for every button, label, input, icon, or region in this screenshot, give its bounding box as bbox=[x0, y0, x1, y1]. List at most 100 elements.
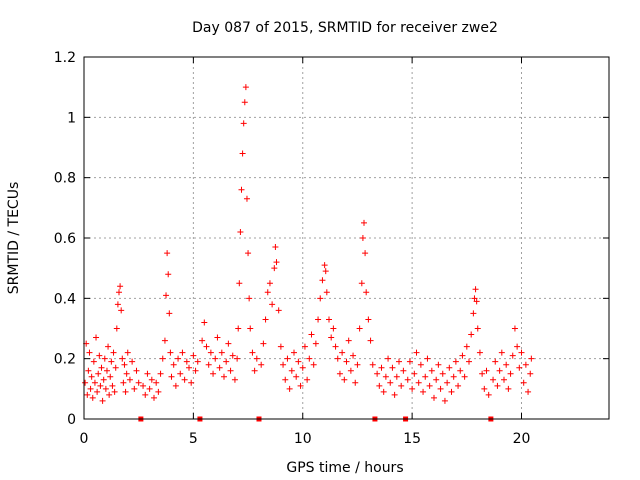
data-point bbox=[87, 385, 94, 392]
data-point bbox=[389, 364, 396, 371]
data-point bbox=[452, 358, 459, 365]
data-point bbox=[164, 250, 171, 257]
data-point bbox=[485, 391, 492, 398]
data-point bbox=[123, 370, 130, 377]
data-point bbox=[339, 349, 346, 356]
data-point bbox=[345, 337, 352, 344]
data-point bbox=[398, 382, 405, 389]
data-point bbox=[163, 292, 170, 299]
data-point bbox=[516, 364, 523, 371]
data-point bbox=[332, 343, 339, 350]
data-point bbox=[237, 228, 244, 235]
data-point bbox=[227, 367, 234, 374]
data-point bbox=[96, 352, 103, 359]
x-tick-label: 5 bbox=[189, 431, 198, 447]
data-point bbox=[317, 295, 324, 302]
data-point bbox=[183, 358, 190, 365]
data-point bbox=[476, 349, 483, 356]
data-point bbox=[450, 373, 457, 380]
data-point bbox=[367, 337, 374, 344]
data-point bbox=[273, 259, 280, 266]
data-point bbox=[356, 325, 363, 332]
y-tick-label: 0.4 bbox=[54, 291, 76, 307]
data-point bbox=[409, 385, 416, 392]
data-series bbox=[82, 84, 535, 404]
data-point bbox=[354, 361, 361, 368]
data-point bbox=[112, 364, 119, 371]
data-point bbox=[207, 349, 214, 356]
y-tick-label: 0.8 bbox=[54, 171, 76, 187]
data-point bbox=[422, 373, 429, 380]
data-point bbox=[385, 355, 392, 362]
data-point bbox=[328, 334, 335, 341]
data-point bbox=[347, 367, 354, 374]
x-axis-label: GPS time / hours bbox=[286, 460, 403, 476]
data-point bbox=[151, 394, 157, 401]
data-point bbox=[288, 367, 295, 374]
data-point bbox=[466, 358, 472, 365]
data-point bbox=[177, 370, 184, 377]
data-point bbox=[251, 367, 258, 374]
data-point bbox=[509, 352, 516, 359]
data-point bbox=[117, 283, 124, 290]
data-point bbox=[507, 370, 514, 377]
data-point bbox=[280, 361, 287, 368]
data-point bbox=[234, 355, 241, 362]
data-point bbox=[266, 280, 273, 287]
data-point bbox=[238, 186, 245, 193]
data-point bbox=[194, 358, 201, 365]
data-point bbox=[94, 388, 101, 395]
data-point bbox=[336, 370, 343, 377]
data-point bbox=[319, 277, 326, 284]
data-point bbox=[84, 391, 91, 398]
data-point bbox=[214, 334, 221, 341]
data-point bbox=[439, 370, 446, 377]
data-point bbox=[157, 370, 164, 377]
data-point bbox=[235, 325, 242, 332]
data-point bbox=[326, 316, 332, 323]
axis-ticks: 0 0.2 0.4 0.6 0.8 1 1.2 0 5 10 15 20 bbox=[54, 50, 609, 447]
data-point bbox=[369, 361, 376, 368]
data-point bbox=[264, 289, 271, 296]
data-point bbox=[350, 352, 357, 359]
data-point bbox=[448, 388, 455, 395]
data-point bbox=[304, 376, 311, 383]
data-point bbox=[201, 319, 208, 326]
data-point bbox=[245, 250, 252, 257]
data-point bbox=[216, 364, 223, 371]
data-point bbox=[490, 376, 497, 383]
chart-title: Day 087 of 2015, SRMTID for receiver zwe… bbox=[192, 20, 498, 36]
data-point bbox=[387, 379, 394, 386]
data-point bbox=[503, 361, 510, 368]
data-point bbox=[229, 352, 236, 359]
data-point bbox=[299, 364, 306, 371]
data-point bbox=[126, 376, 133, 383]
data-point bbox=[520, 379, 527, 386]
data-point bbox=[153, 379, 160, 386]
data-point bbox=[308, 331, 315, 338]
data-point bbox=[135, 379, 142, 386]
data-point bbox=[240, 120, 247, 127]
y-tick-label: 1.2 bbox=[54, 50, 76, 66]
data-point bbox=[295, 358, 302, 365]
y-tick-label: 0.2 bbox=[54, 352, 76, 368]
data-point bbox=[361, 219, 367, 226]
data-point bbox=[124, 349, 131, 356]
data-point bbox=[253, 355, 260, 362]
data-point bbox=[492, 358, 499, 365]
data-point bbox=[260, 340, 267, 347]
data-point bbox=[459, 352, 466, 359]
data-point bbox=[262, 316, 269, 323]
data-point bbox=[404, 376, 411, 383]
data-point bbox=[242, 84, 249, 91]
data-point bbox=[108, 358, 115, 365]
data-point bbox=[122, 388, 129, 395]
data-point bbox=[431, 394, 437, 401]
data-point bbox=[310, 361, 317, 368]
data-point bbox=[391, 391, 398, 398]
data-point bbox=[246, 295, 253, 302]
data-point bbox=[498, 349, 505, 356]
data-point bbox=[168, 373, 175, 380]
data-point bbox=[199, 337, 206, 344]
y-tick-label: 0.6 bbox=[54, 231, 76, 247]
